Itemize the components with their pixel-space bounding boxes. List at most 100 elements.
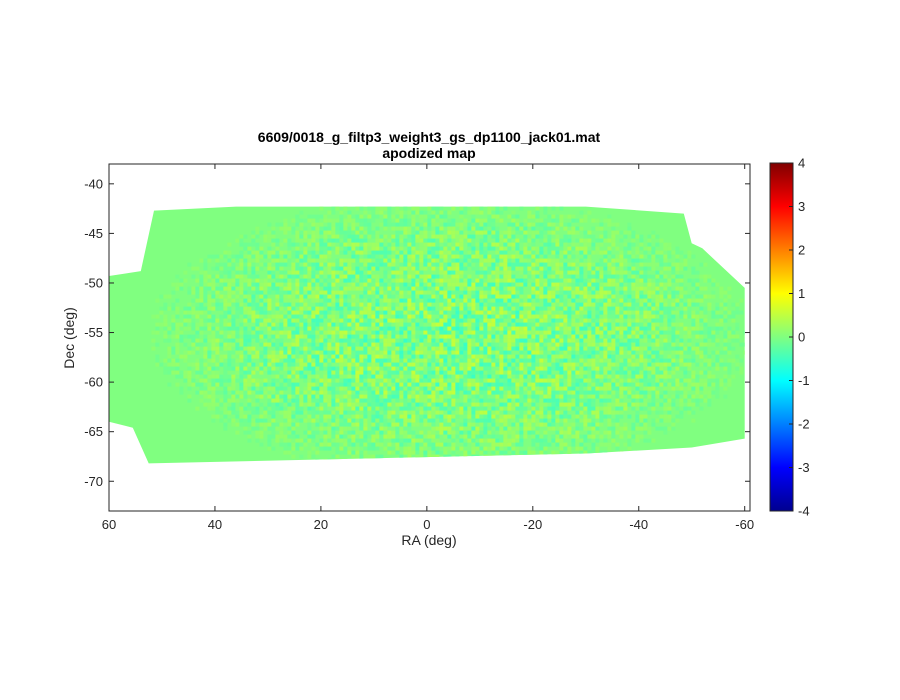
map-pixel — [495, 302, 500, 307]
map-pixel — [583, 262, 588, 267]
map-pixel — [283, 358, 288, 363]
map-pixel — [307, 250, 312, 255]
map-pixel — [275, 290, 280, 295]
map-pixel — [383, 326, 388, 331]
map-pixel — [471, 354, 476, 359]
map-pixel — [303, 390, 308, 395]
map-pixel — [479, 238, 484, 243]
map-pixel — [219, 274, 224, 279]
map-pixel — [311, 342, 316, 347]
map-pixel — [287, 302, 292, 307]
map-pixel — [463, 294, 468, 299]
map-pixel — [495, 250, 500, 255]
map-pixel — [423, 234, 428, 239]
map-pixel — [571, 314, 576, 319]
map-pixel — [267, 310, 272, 315]
map-pixel — [627, 302, 632, 307]
map-pixel — [499, 306, 504, 311]
map-pixel — [291, 226, 296, 231]
map-pixel — [647, 350, 652, 355]
map-pixel — [635, 326, 640, 331]
map-pixel — [719, 362, 724, 367]
map-pixel — [679, 302, 684, 307]
map-pixel — [495, 242, 500, 247]
map-pixel — [507, 234, 512, 239]
map-pixel — [411, 206, 416, 211]
map-pixel — [363, 338, 368, 343]
map-pixel — [619, 342, 624, 347]
map-pixel — [647, 382, 652, 387]
map-pixel — [563, 270, 568, 275]
map-pixel — [467, 286, 472, 291]
map-pixel — [619, 266, 624, 271]
map-pixel — [319, 214, 324, 219]
map-pixel — [495, 378, 500, 383]
map-pixel — [247, 338, 252, 343]
map-pixel — [259, 310, 264, 315]
map-pixel — [459, 242, 464, 247]
map-pixel — [307, 230, 312, 235]
map-pixel — [203, 346, 208, 351]
map-pixel — [219, 254, 224, 259]
map-pixel — [315, 362, 320, 367]
map-pixel — [547, 366, 552, 371]
map-pixel — [175, 374, 180, 379]
map-pixel — [463, 262, 468, 267]
map-pixel — [471, 346, 476, 351]
map-pixel — [275, 318, 280, 323]
map-pixel — [647, 274, 652, 279]
map-pixel — [551, 318, 556, 323]
map-pixel — [315, 346, 320, 351]
map-pixel — [411, 254, 416, 259]
map-pixel — [375, 350, 380, 355]
map-pixel — [443, 366, 448, 371]
map-pixel — [615, 322, 620, 327]
map-pixel — [243, 394, 248, 399]
map-pixel — [659, 294, 664, 299]
map-pixel — [443, 270, 448, 275]
map-pixel — [347, 322, 352, 327]
map-pixel — [187, 302, 192, 307]
map-pixel — [643, 322, 648, 327]
map-pixel — [407, 270, 412, 275]
map-pixel — [591, 350, 596, 355]
map-pixel — [519, 382, 524, 387]
map-pixel — [563, 386, 568, 391]
map-pixel — [623, 294, 628, 299]
map-pixel — [355, 318, 360, 323]
map-pixel — [535, 290, 540, 295]
map-pixel — [227, 398, 232, 403]
map-pixel — [255, 286, 260, 291]
map-pixel — [375, 210, 380, 215]
map-pixel — [527, 354, 532, 359]
map-pixel — [635, 386, 640, 391]
map-pixel — [379, 362, 384, 367]
map-pixel — [375, 326, 380, 331]
chart-subtitle: apodized map — [382, 145, 475, 161]
map-pixel — [603, 234, 608, 239]
map-pixel — [539, 286, 544, 291]
map-pixel — [355, 362, 360, 367]
map-pixel — [523, 330, 528, 335]
map-pixel — [479, 318, 484, 323]
map-pixel — [351, 282, 356, 287]
map-pixel — [171, 326, 176, 331]
map-pixel — [359, 298, 364, 303]
map-pixel — [231, 314, 236, 319]
map-pixel — [579, 366, 584, 371]
map-pixel — [427, 222, 432, 227]
map-pixel — [415, 306, 420, 311]
map-pixel — [331, 350, 336, 355]
map-pixel — [579, 370, 584, 375]
map-pixel — [635, 334, 640, 339]
map-pixel — [603, 330, 608, 335]
map-pixel — [659, 274, 664, 279]
map-pixel — [511, 342, 516, 347]
map-pixel — [627, 250, 632, 255]
map-pixel — [567, 342, 572, 347]
map-pixel — [603, 302, 608, 307]
map-pixel — [463, 346, 468, 351]
map-pixel — [251, 274, 256, 279]
map-pixel — [291, 270, 296, 275]
map-pixel — [463, 354, 468, 359]
